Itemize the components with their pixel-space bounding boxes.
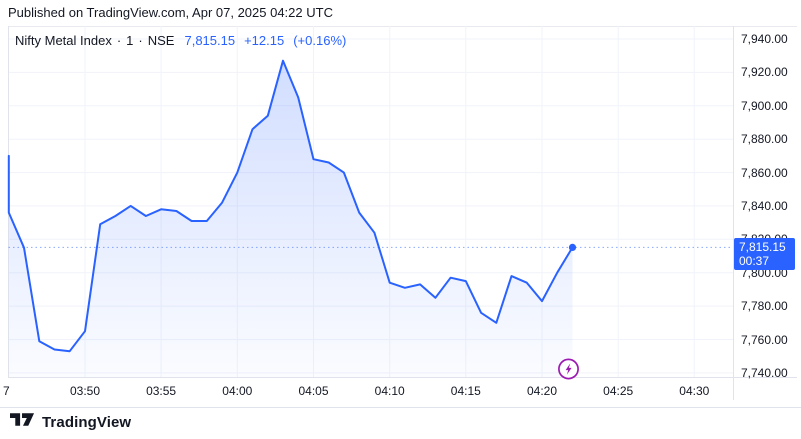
- time-axis-label: 04:00: [222, 384, 253, 398]
- chart-legend: Nifty Metal Index · 1 · NSE 7,815.15 +12.15 (+0…: [15, 33, 346, 48]
- chart-top-border: [8, 26, 797, 27]
- time-axis-label: 04:10: [374, 384, 405, 398]
- price-axis-label: 7,940.00: [741, 32, 788, 46]
- bar-countdown: 00:37: [739, 253, 770, 268]
- symbol-title[interactable]: Nifty Metal Index: [15, 33, 112, 48]
- time-axis-label: 04:20: [526, 384, 558, 398]
- legend-separator: ·: [138, 33, 143, 48]
- price-axis-label: 7,840.00: [741, 198, 788, 213]
- time-axis-label: 04:30: [679, 384, 710, 398]
- price-axis-label: 7,900.00: [741, 98, 788, 113]
- price-axis-label: 7,740.00: [741, 365, 788, 380]
- legend-separator: ·: [116, 33, 122, 48]
- tradingview-logo-icon[interactable]: [10, 412, 35, 432]
- tradingview-logo-text[interactable]: TradingView: [42, 413, 132, 431]
- time-scale[interactable]: 7 03:50 03:55 04:00 04:05 04:10 04:15 04:20 04:2…: [0, 377, 733, 400]
- price-axis-label: 7,860.00: [741, 165, 788, 180]
- last-price-badge-value: 7,815.15: [739, 239, 786, 254]
- footer: TradingView: [10, 412, 131, 432]
- time-axis-label: 03:50: [69, 384, 101, 398]
- price-chart-canvas[interactable]: [0, 26, 733, 377]
- price-axis-border: [733, 26, 734, 400]
- legend-change-percent: (+0.16%): [293, 33, 347, 48]
- exchange-name: NSE: [147, 33, 175, 48]
- price-scale[interactable]: 7,940.00 7,920.00 7,900.00 7,880.00 7,860.00…: [733, 26, 801, 380]
- time-axis-label: 04:25: [603, 384, 634, 398]
- footer-separator: [0, 407, 801, 408]
- time-axis-border: [8, 377, 797, 378]
- price-axis-label: 7,920.00: [741, 65, 788, 80]
- time-axis-label: 04:05: [298, 384, 329, 398]
- time-axis-label: 7: [3, 384, 10, 398]
- legend-last-price: 7,815.15: [184, 33, 236, 48]
- interval-value[interactable]: 1: [126, 33, 134, 48]
- price-axis-label: 7,760.00: [741, 332, 788, 347]
- legend-change: +12.15: [244, 33, 285, 48]
- price-axis-label: 7,880.00: [741, 132, 788, 147]
- published-attribution-text: Published on TradingView.com, Apr 07, 20…: [8, 5, 333, 20]
- time-axis-label: 04:15: [450, 384, 481, 398]
- price-axis-label: 7,780.00: [741, 299, 788, 314]
- market-status-lightning-icon[interactable]: [557, 357, 581, 381]
- last-price-badge: 7,815.15 00:37: [734, 237, 795, 270]
- time-axis-label: 03:55: [146, 384, 177, 398]
